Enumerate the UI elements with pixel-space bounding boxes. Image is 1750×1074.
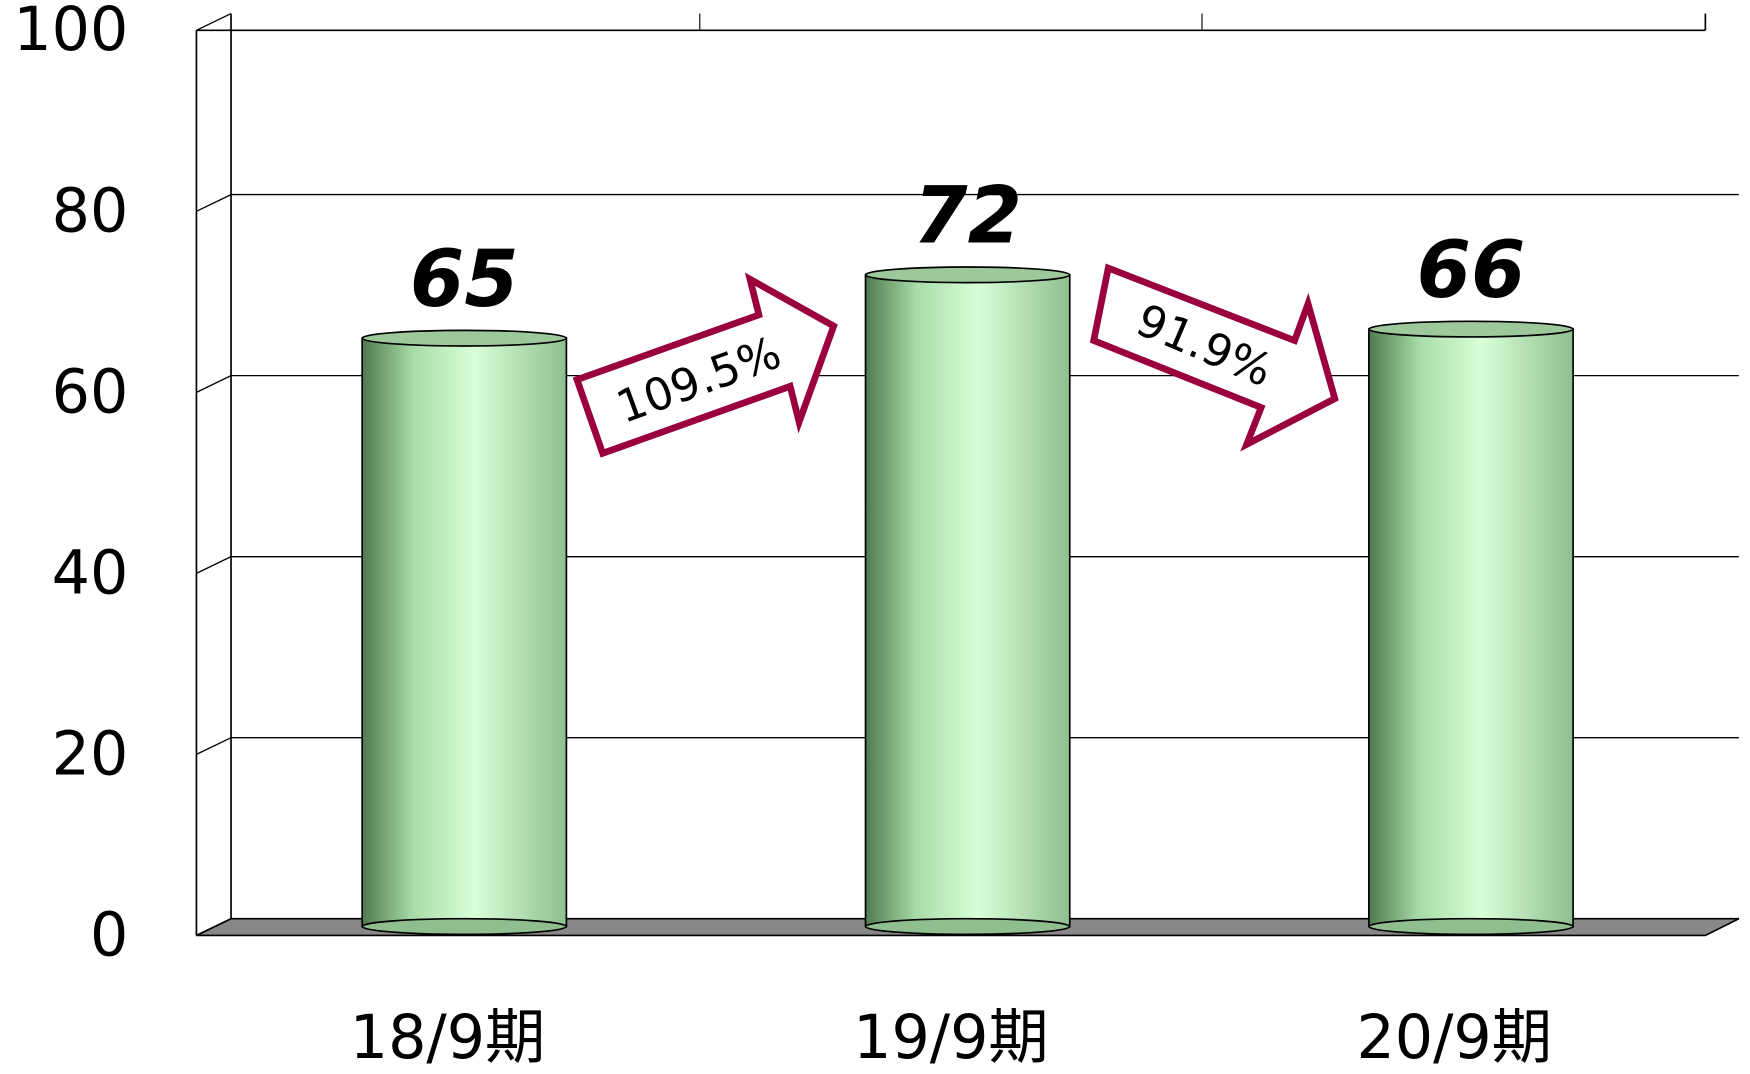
bar-body	[361, 337, 568, 928]
value-label: 65	[410, 234, 519, 325]
bar	[361, 329, 568, 936]
tick-mark	[196, 193, 232, 212]
arrow	[1089, 263, 1339, 452]
y-tick-label: 20	[52, 719, 129, 789]
bar-bottom	[864, 917, 1071, 936]
tick-mark	[196, 737, 232, 756]
y-tick-label: 60	[52, 357, 129, 427]
tick-mark	[196, 918, 232, 937]
arrow	[572, 272, 838, 458]
bar-body	[1368, 328, 1574, 928]
bar-top	[1368, 320, 1574, 338]
y-tick-label: 0	[90, 900, 128, 970]
x-tick-label: 19/9期	[853, 1003, 1049, 1073]
x-tick-label: 20/9期	[1356, 1003, 1552, 1073]
value-label: 66	[1417, 225, 1526, 316]
bar-body	[864, 273, 1071, 928]
tick-mark	[196, 375, 232, 393]
bar-bottom	[1368, 917, 1574, 936]
y-tick-label: 80	[52, 176, 129, 246]
y-tick-label: 100	[13, 0, 128, 65]
bar-top	[361, 329, 568, 347]
tick-mark	[196, 556, 232, 574]
x-tick-label: 18/9期	[350, 1003, 546, 1073]
y-tick-label: 40	[52, 538, 129, 608]
bar	[1368, 320, 1574, 936]
tick-mark	[196, 12, 232, 31]
bar-top	[864, 266, 1071, 284]
bar	[864, 266, 1071, 936]
value-label: 72	[913, 171, 1022, 262]
bar-bottom	[361, 917, 568, 936]
